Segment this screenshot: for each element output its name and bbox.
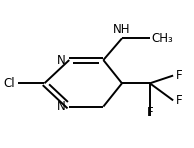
Text: CH₃: CH₃ [152, 32, 173, 45]
Text: F: F [146, 106, 153, 119]
Text: NH: NH [113, 23, 131, 36]
Text: F: F [176, 69, 183, 82]
Text: N: N [57, 54, 65, 67]
Text: Cl: Cl [3, 77, 15, 90]
Text: N: N [57, 100, 65, 113]
Text: F: F [176, 94, 183, 107]
